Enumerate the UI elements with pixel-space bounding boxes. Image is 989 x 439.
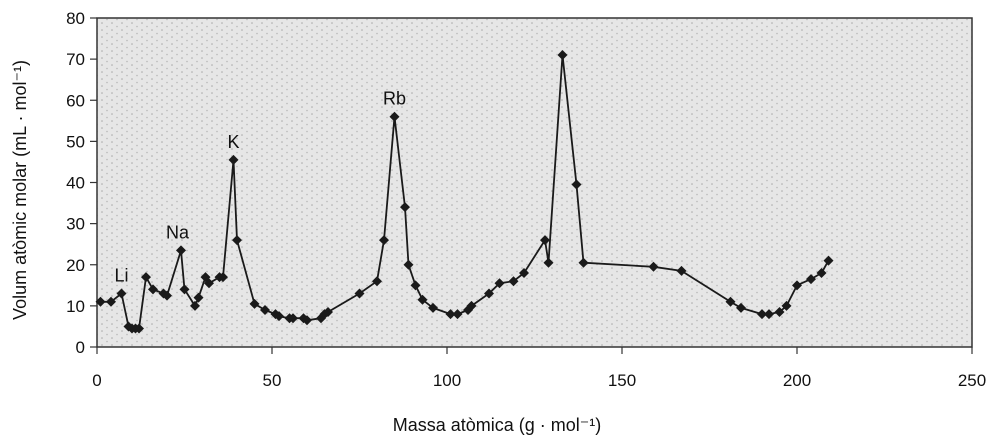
data-point — [162, 290, 172, 301]
y-tick-label: 30 — [66, 215, 85, 234]
data-point — [218, 272, 228, 283]
data-point — [400, 202, 410, 213]
data-point — [578, 257, 589, 268]
x-axis-title: Massa atòmica (g · mol⁻¹) — [393, 415, 602, 435]
y-tick-label: 80 — [66, 9, 85, 28]
data-point — [228, 154, 239, 165]
y-tick-label: 10 — [66, 297, 85, 316]
y-tick-label: 20 — [66, 256, 85, 275]
series-layer — [95, 50, 834, 334]
element-label-rb: Rb — [383, 89, 406, 109]
data-point — [519, 267, 529, 278]
data-point — [757, 309, 767, 320]
x-tick-label: 150 — [608, 371, 636, 390]
x-tick-label: 200 — [783, 371, 811, 390]
y-tick-label: 0 — [76, 338, 85, 357]
y-tick-label: 40 — [66, 174, 85, 193]
data-point — [106, 296, 116, 307]
data-point — [494, 278, 505, 289]
y-tick-label: 50 — [66, 132, 85, 151]
data-point — [445, 309, 456, 320]
data-point — [403, 259, 414, 270]
data-point — [725, 296, 736, 307]
data-point — [379, 235, 389, 246]
data-point — [466, 300, 477, 311]
data-point — [288, 313, 298, 324]
series-line — [100, 54, 830, 330]
data-point — [417, 294, 428, 305]
data-point — [141, 272, 151, 283]
data-point — [452, 309, 463, 320]
element-label-na: Na — [166, 222, 190, 242]
data-point — [302, 315, 312, 326]
y-axis-title: Volum atòmic molar (mL · mol⁻¹) — [10, 60, 30, 320]
data-point — [274, 311, 284, 322]
data-point — [134, 323, 144, 334]
element-label-k: K — [227, 132, 239, 152]
data-point — [354, 288, 365, 299]
y-tick-label: 60 — [66, 91, 85, 110]
data-point — [774, 307, 785, 318]
x-tick-label: 250 — [958, 371, 986, 390]
x-axis: 0 50 100 150 200 250 — [92, 347, 986, 390]
data-point — [823, 255, 834, 266]
data-point — [260, 304, 270, 315]
element-label-li: Li — [114, 266, 128, 286]
data-point — [95, 296, 106, 307]
data-point — [676, 265, 687, 276]
data-point — [540, 235, 550, 246]
x-tick-label: 50 — [263, 371, 282, 390]
data-point — [148, 284, 158, 295]
annotation-layer: Li Na K Rb — [114, 89, 406, 286]
data-point — [232, 235, 242, 246]
x-tick-label: 0 — [92, 371, 101, 390]
data-point — [736, 302, 746, 313]
y-axis: 0 10 20 30 40 50 60 70 80 — [66, 9, 97, 357]
data-point — [323, 307, 333, 318]
data-point — [193, 292, 204, 303]
data-point — [781, 300, 792, 311]
data-point — [204, 278, 214, 289]
data-point — [816, 267, 827, 278]
data-point — [190, 300, 200, 311]
data-point — [428, 302, 438, 313]
data-point — [249, 298, 260, 309]
data-point — [372, 276, 382, 287]
data-point — [179, 284, 190, 295]
data-point — [648, 261, 659, 272]
x-tick-label: 100 — [433, 371, 461, 390]
data-point — [543, 257, 554, 268]
data-point — [571, 179, 582, 190]
plot-area — [96, 17, 973, 348]
data-point — [508, 276, 519, 287]
data-point — [806, 274, 816, 285]
data-point — [484, 288, 494, 299]
data-point — [410, 280, 421, 291]
y-tick-label: 70 — [66, 50, 85, 69]
data-point — [116, 288, 127, 299]
data-point — [764, 309, 774, 320]
data-point — [176, 245, 186, 256]
data-point — [557, 50, 568, 61]
data-point — [792, 280, 802, 291]
data-point — [389, 111, 400, 122]
